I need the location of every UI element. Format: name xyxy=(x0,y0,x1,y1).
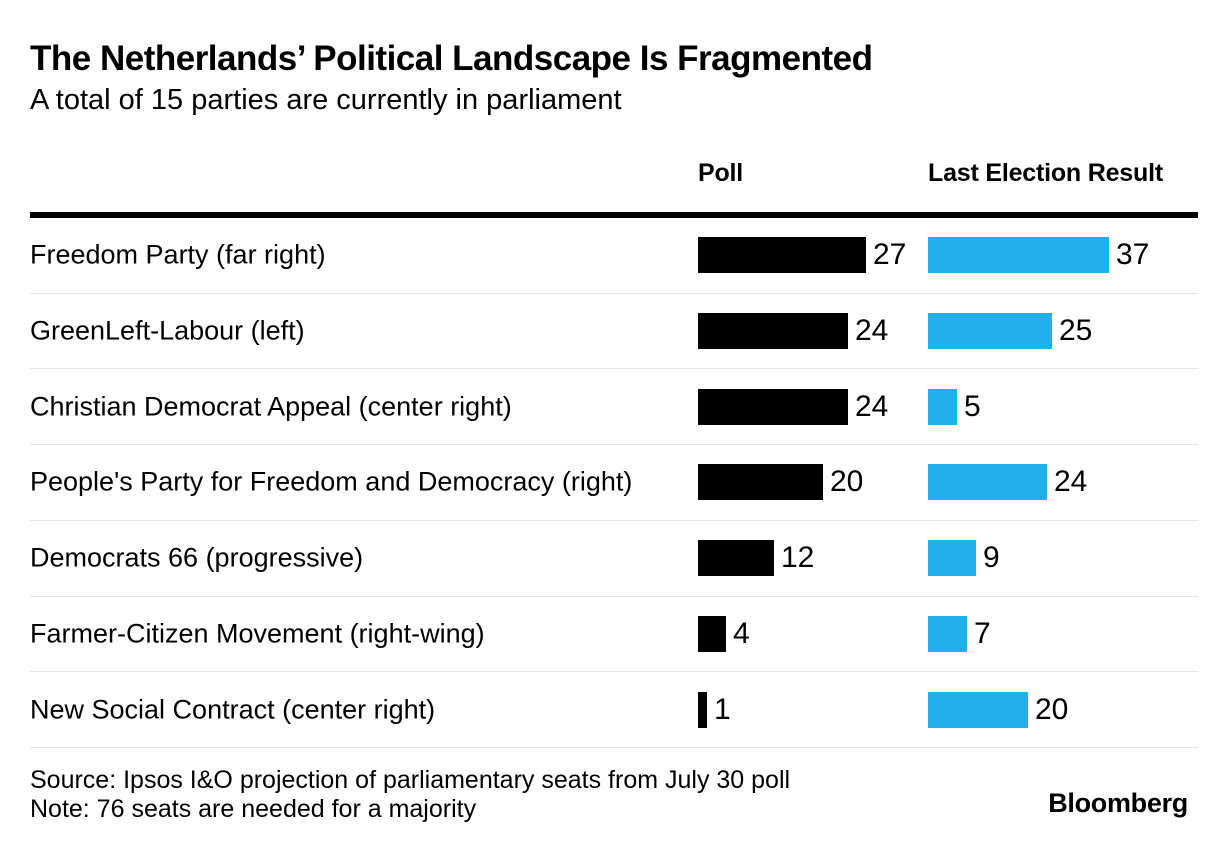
election-value: 7 xyxy=(974,616,991,650)
chart-row: Freedom Party (far right) 27 37 xyxy=(30,218,1198,294)
column-header-poll: Poll xyxy=(698,159,744,187)
election-bar xyxy=(928,464,1047,501)
poll-value: 24 xyxy=(855,314,889,348)
poll-bar xyxy=(698,237,866,274)
chart-row: New Social Contract (center right) 1 20 xyxy=(30,672,1198,748)
poll-bar xyxy=(698,615,726,652)
poll-value: 1 xyxy=(714,692,731,726)
note-text: Note: 76 seats are needed for a majority xyxy=(30,795,477,823)
election-value: 37 xyxy=(1116,238,1150,272)
poll-value: 24 xyxy=(855,389,889,423)
election-bar xyxy=(928,691,1028,728)
chart-row: Democrats 66 (progressive) 12 9 xyxy=(30,521,1198,597)
election-bar xyxy=(928,388,957,425)
party-label: Farmer-Citizen Movement (right-wing) xyxy=(30,618,485,649)
election-bar xyxy=(928,313,1052,350)
party-label: New Social Contract (center right) xyxy=(30,694,436,725)
party-label: Democrats 66 (progressive) xyxy=(30,542,364,573)
chart-row: GreenLeft-Labour (left) 24 25 xyxy=(30,294,1198,370)
poll-value: 4 xyxy=(733,616,750,650)
header-rule xyxy=(30,212,1198,218)
election-value: 5 xyxy=(964,389,981,423)
chart-row: People's Party for Freedom and Democracy… xyxy=(30,445,1198,521)
poll-value: 20 xyxy=(830,465,864,499)
column-header-last-election-result: Last Election Result xyxy=(928,159,1163,187)
bloomberg-logo: Bloomberg xyxy=(1048,788,1188,818)
party-label: GreenLeft-Labour (left) xyxy=(30,315,305,346)
election-bar xyxy=(928,237,1109,274)
poll-bar xyxy=(698,388,848,425)
poll-bar xyxy=(698,464,823,501)
poll-value: 12 xyxy=(781,541,815,575)
chart-row: Farmer-Citizen Movement (right-wing) 4 7 xyxy=(30,597,1198,673)
party-label: Freedom Party (far right) xyxy=(30,239,326,270)
poll-bar xyxy=(698,691,707,728)
election-value: 24 xyxy=(1054,465,1088,499)
poll-value: 27 xyxy=(873,238,907,272)
poll-bar xyxy=(698,540,774,577)
chart-title: The Netherlands’ Political Landscape Is … xyxy=(30,39,873,78)
election-value: 9 xyxy=(983,541,1000,575)
election-value: 25 xyxy=(1059,314,1093,348)
party-label: People's Party for Freedom and Democracy… xyxy=(30,466,633,497)
election-bar xyxy=(928,540,976,577)
poll-bar xyxy=(698,313,848,350)
source-text: Source: Ipsos I&O projection of parliame… xyxy=(30,766,791,794)
election-bar xyxy=(928,615,967,652)
chart-row: Christian Democrat Appeal (center right)… xyxy=(30,369,1198,446)
party-label: Christian Democrat Appeal (center right) xyxy=(30,391,512,422)
election-value: 20 xyxy=(1035,692,1069,726)
chart-subtitle: A total of 15 parties are currently in p… xyxy=(30,84,622,116)
